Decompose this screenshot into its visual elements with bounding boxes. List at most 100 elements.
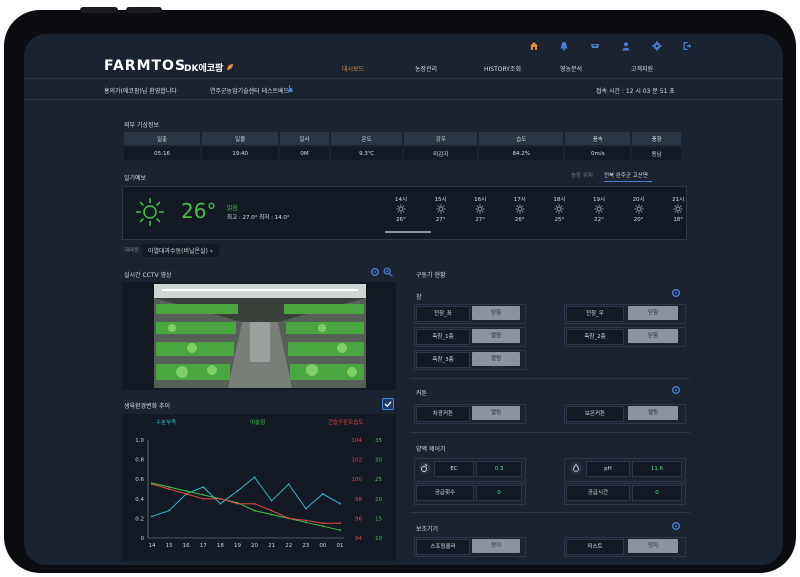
hour-forecast-item: 21시 18° <box>664 195 692 223</box>
nav-farming-analysis[interactable]: 영농분석 <box>560 66 583 73</box>
series-point-3 <box>339 522 341 525</box>
controls-title: 구동기 현황 <box>416 272 446 279</box>
window-settings-icon[interactable] <box>671 288 681 298</box>
window-top-left-button[interactable]: 닫힘 <box>472 306 520 320</box>
home-icon[interactable] <box>528 40 540 52</box>
settings-icon[interactable] <box>651 40 663 52</box>
window-row <box>564 304 686 324</box>
y-tick-label-right-dewpoint: 20 <box>375 497 382 503</box>
access-time: 접속 시간 : 12 시 03 분 51 초 <box>596 88 675 95</box>
curtain-row <box>414 404 526 424</box>
sun-small-icon <box>664 204 692 216</box>
hour-forecast-item: 14시 26° <box>387 195 415 223</box>
window-label: 측창_2층 <box>566 329 624 345</box>
side-window-3-button[interactable]: 열림 <box>472 352 520 366</box>
chevron-down-icon: ▾ <box>209 248 213 255</box>
tab-region[interactable]: 전북 완주군 고산면 <box>604 171 652 182</box>
x-tick-label: 14 <box>149 543 156 549</box>
ec-label: EC <box>434 461 474 477</box>
aux-label: 미스트 <box>566 539 624 555</box>
series-point-3 <box>202 497 205 500</box>
hour-scroll-indicator[interactable] <box>385 231 431 233</box>
window-label: 측창_3층 <box>416 352 470 368</box>
window-top-right-button[interactable]: 닫힘 <box>628 306 678 320</box>
y-tick-label-right-dewpoint: 30 <box>375 458 382 464</box>
app-screen: FARMTOS DK에코팜 대시보드 농장관리 HISTORY조회 영농분석 고… <box>24 34 783 565</box>
divider <box>410 432 690 433</box>
sun-small-icon <box>506 204 534 216</box>
logout-icon[interactable] <box>681 40 693 52</box>
window-row <box>564 327 686 347</box>
side-window-2-button[interactable]: 닫힘 <box>628 329 678 343</box>
x-tick-label: 21 <box>268 543 275 549</box>
user-icon[interactable] <box>620 40 632 52</box>
center-name: 연주군농업기술센터 테스트베드 <box>210 88 290 95</box>
y-tick-label-right-dewpoint: 35 <box>375 438 382 444</box>
series-point-1 <box>304 507 307 510</box>
weather-header-cell: 온도 <box>330 132 403 145</box>
weather-header-cell: 일몰 <box>202 132 279 145</box>
farmtos-logo[interactable]: FARMTOS <box>104 58 187 74</box>
window-row <box>414 350 526 370</box>
aux-row <box>414 537 526 557</box>
farm-select-label: 재배동 <box>124 248 140 254</box>
y-tick-label-right-dewpoint: 25 <box>375 477 382 483</box>
farm-select-value: 아열대과수동(비닐온실) <box>148 248 208 255</box>
nav-farm-management[interactable]: 농장관리 <box>415 66 438 73</box>
weather-value-cell: 9.3℃ <box>330 147 403 160</box>
x-tick-label: 19 <box>234 543 241 549</box>
series-line-3 <box>151 483 340 524</box>
aux-settings-icon[interactable] <box>671 521 681 531</box>
curtain-label: 보온커튼 <box>566 406 624 422</box>
inbox-icon[interactable] <box>589 40 601 52</box>
hour-forecast-item: 16시 27° <box>466 195 494 223</box>
nav-dashboard[interactable]: 대시보드 <box>342 66 365 73</box>
weather-value-cell: 동남 <box>632 147 681 160</box>
weather-value-cell: 0m/s <box>565 147 631 160</box>
hour-temp: 18° <box>673 217 684 223</box>
series-point-1 <box>287 483 290 485</box>
weather-value-cell: 05:16 <box>124 147 201 160</box>
y-tick-label-right-humidity: 96 <box>355 516 362 522</box>
series-point-2 <box>202 493 205 496</box>
series-point-2 <box>339 529 341 532</box>
bell-icon[interactable] <box>558 40 570 52</box>
legend-moisture: 수분부족 <box>156 420 177 426</box>
hour-time: 18시 <box>553 197 566 203</box>
curtain-settings-icon[interactable] <box>671 385 681 395</box>
sun-small-icon <box>427 204 455 216</box>
tab-farm-location[interactable]: 농장 위치 <box>571 173 593 179</box>
y-tick-label-right-humidity: 100 <box>352 477 363 483</box>
supply-count-value: 0 <box>476 485 522 501</box>
shade-curtain-button[interactable]: 열림 <box>472 406 520 420</box>
nav-customer-support[interactable]: 고객지원 <box>631 66 654 73</box>
zoom-icon[interactable] <box>383 267 393 277</box>
series-point-3 <box>304 519 307 522</box>
mist-button[interactable]: 정지 <box>628 539 678 553</box>
x-tick-label: 00 <box>319 543 326 549</box>
nav-history[interactable]: HISTORY조회 <box>484 66 521 73</box>
sun-small-icon <box>545 204 573 216</box>
sprinkler-button[interactable]: 정지 <box>472 539 520 553</box>
sun-small-icon <box>585 204 613 216</box>
hour-temp: 26° <box>396 217 406 223</box>
y-tick-label-right-humidity: 94 <box>355 536 362 542</box>
x-tick-label: 17 <box>200 543 207 549</box>
thermal-curtain-button[interactable]: 열림 <box>628 406 678 420</box>
cctv-settings-icon[interactable] <box>370 267 380 277</box>
farm-select[interactable]: 아열대과수동(비닐온실) ▾ <box>142 244 219 257</box>
curtain-title: 커튼 <box>416 390 428 397</box>
nutrient-title: 양액 제어기 <box>416 446 446 453</box>
series-point-1 <box>270 499 273 502</box>
volume-button <box>80 7 118 13</box>
cctv-frame[interactable] <box>122 282 396 390</box>
hour-temp: 27° <box>435 217 446 223</box>
side-window-1-button[interactable]: 열림 <box>472 329 520 343</box>
tablet-bezel: FARMTOS DK에코팜 대시보드 농장관리 HISTORY조회 영농분석 고… <box>4 7 796 573</box>
pointer-icon[interactable] <box>286 84 294 95</box>
chart-toggle-checkbox[interactable] <box>382 398 394 410</box>
series-point-3 <box>236 502 239 505</box>
weather-value-row: 05:16 19:40 0M 9.3℃ 미감지 84.2% 0m/s 동남 <box>124 147 681 160</box>
series-point-3 <box>168 488 170 490</box>
series-point-2 <box>253 509 256 512</box>
